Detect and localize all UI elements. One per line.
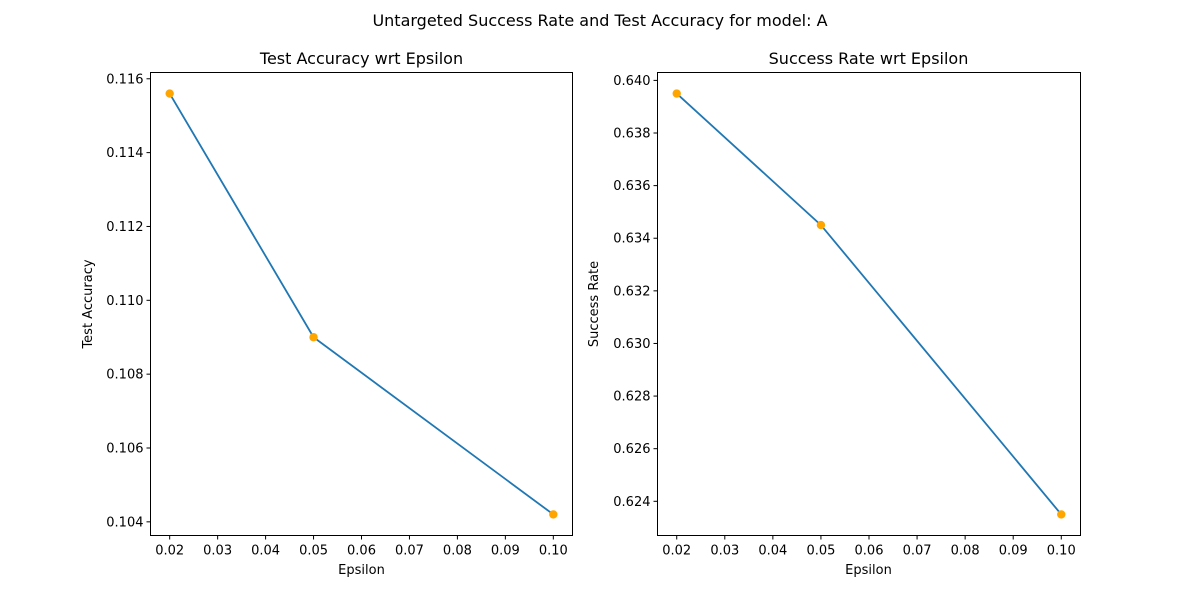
x-ticks: 0.02 0.03 0.04 0.05 0.06 0.07 0.08 0.09 0.10 bbox=[662, 535, 1076, 559]
axes-frame bbox=[657, 72, 1081, 536]
data-point bbox=[165, 89, 174, 98]
figure-suptitle: Untargeted Success Rate and Test Accurac… bbox=[372, 11, 827, 30]
x-tick-label: 0.08 bbox=[951, 544, 980, 559]
y-tick-label: 0.116 bbox=[106, 72, 143, 87]
x-tick-label: 0.06 bbox=[347, 544, 376, 559]
data-point bbox=[1057, 510, 1066, 519]
y-tick-label: 0.104 bbox=[106, 515, 143, 530]
y-tick-label: 0.106 bbox=[106, 441, 143, 456]
series-line bbox=[168, 93, 554, 516]
chart-test-accuracy: Test Accuracy wrt Epsilon Epsilon Test A… bbox=[81, 49, 573, 578]
chart-title: Success Rate wrt Epsilon bbox=[769, 49, 969, 68]
data-point bbox=[816, 220, 826, 230]
x-axis-label: Epsilon bbox=[845, 563, 892, 578]
data-point bbox=[309, 333, 318, 342]
y-tick-label: 0.624 bbox=[613, 495, 650, 510]
y-ticks: 0.624 0.626 0.628 0.630 0.632 0.634 0.636 0.638… bbox=[613, 74, 658, 510]
x-ticks: 0.02 0.03 0.04 0.05 0.06 0.07 0.08 0.09 0.10 bbox=[155, 535, 568, 559]
x-tick-label: 0.09 bbox=[999, 544, 1028, 559]
y-tick-label: 0.110 bbox=[106, 294, 143, 309]
chart-title: Test Accuracy wrt Epsilon bbox=[259, 49, 463, 68]
x-tick-label: 0.02 bbox=[662, 544, 691, 559]
x-tick-label: 0.10 bbox=[539, 544, 568, 559]
data-point bbox=[549, 510, 558, 519]
data-point bbox=[672, 89, 681, 98]
x-axis-label: Epsilon bbox=[338, 563, 385, 578]
y-axis-label: Test Accuracy bbox=[81, 259, 96, 349]
axes-frame bbox=[150, 72, 573, 536]
y-tick-label: 0.638 bbox=[613, 127, 650, 142]
y-tick-label: 0.640 bbox=[613, 74, 650, 89]
y-tick-label: 0.634 bbox=[613, 232, 650, 247]
x-tick-label: 0.04 bbox=[251, 544, 280, 559]
x-tick-label: 0.10 bbox=[1047, 544, 1076, 559]
chart-success-rate: Success Rate wrt Epsilon Epsilon Success… bbox=[587, 49, 1081, 578]
series-line bbox=[676, 92, 1062, 516]
x-tick-label: 0.03 bbox=[203, 544, 232, 559]
y-tick-label: 0.632 bbox=[613, 284, 650, 299]
y-tick-label: 0.636 bbox=[613, 179, 650, 194]
x-tick-label: 0.06 bbox=[855, 544, 884, 559]
x-tick-label: 0.07 bbox=[395, 544, 424, 559]
y-ticks: 0.104 0.106 0.108 0.110 0.112 0.114 0.116 bbox=[106, 72, 151, 530]
y-tick-label: 0.628 bbox=[613, 390, 650, 405]
y-tick-label: 0.630 bbox=[613, 337, 650, 352]
x-tick-label: 0.07 bbox=[903, 544, 932, 559]
x-tick-label: 0.05 bbox=[299, 544, 328, 559]
x-tick-label: 0.09 bbox=[491, 544, 520, 559]
y-axis-label: Success Rate bbox=[587, 261, 602, 347]
x-tick-label: 0.04 bbox=[758, 544, 787, 559]
x-tick-label: 0.05 bbox=[806, 544, 835, 559]
y-tick-label: 0.114 bbox=[106, 146, 143, 161]
y-tick-label: 0.108 bbox=[106, 368, 143, 383]
x-tick-label: 0.02 bbox=[155, 544, 184, 559]
plot-area bbox=[672, 89, 1066, 519]
y-tick-label: 0.112 bbox=[106, 220, 143, 235]
y-tick-label: 0.626 bbox=[613, 442, 650, 457]
x-tick-label: 0.03 bbox=[710, 544, 739, 559]
x-tick-label: 0.08 bbox=[443, 544, 472, 559]
plot-area bbox=[165, 89, 558, 519]
